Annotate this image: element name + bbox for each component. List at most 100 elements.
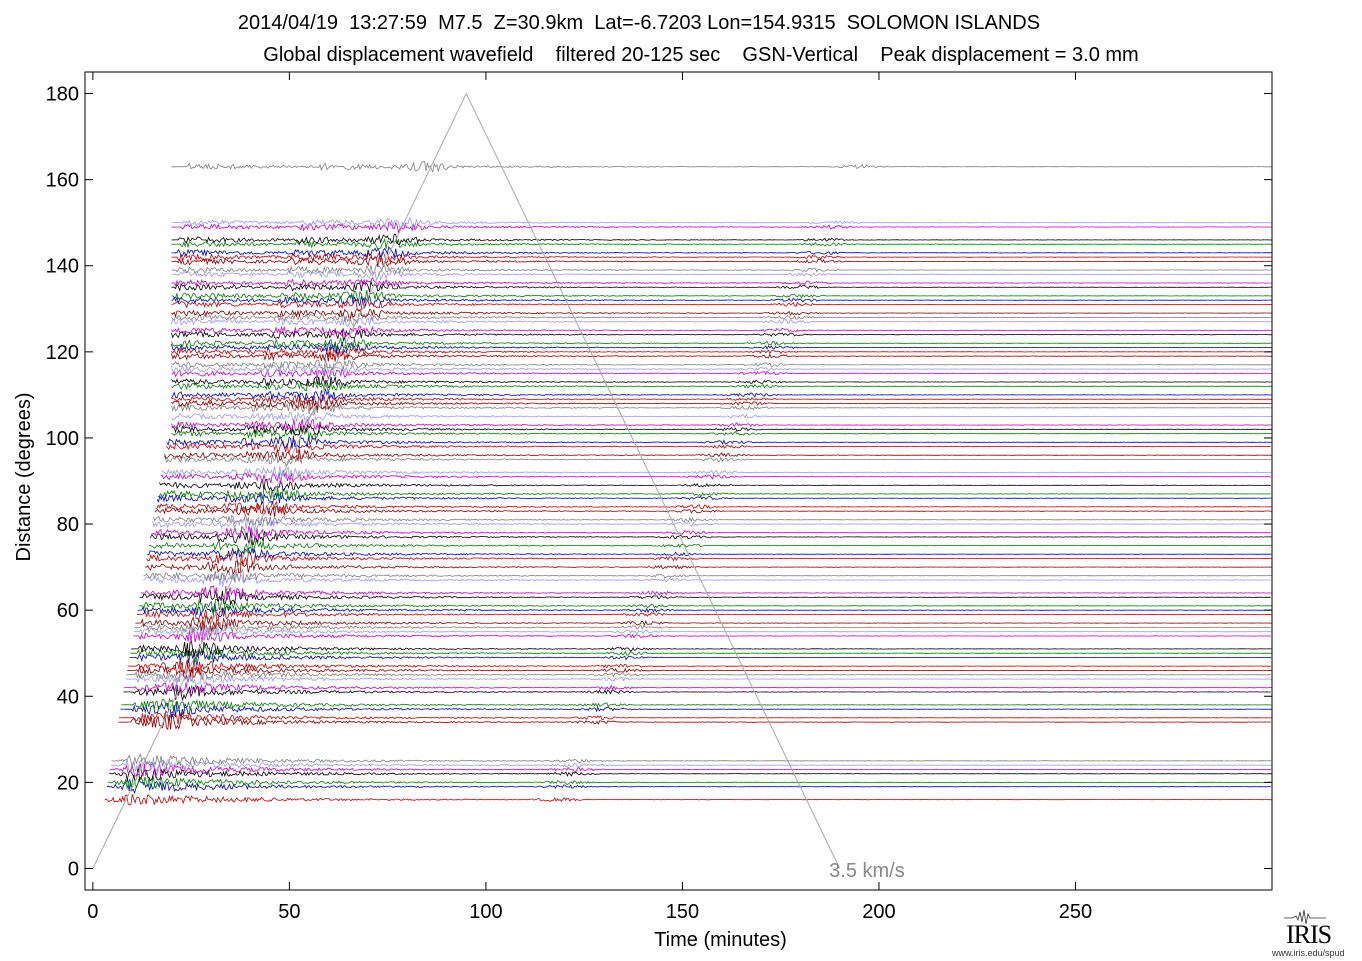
- x-tick-label: 150: [666, 901, 699, 923]
- y-tick-label: 0: [68, 858, 79, 880]
- y-tick-label: 100: [46, 428, 79, 450]
- y-tick-label: 120: [46, 342, 79, 364]
- seismic-trace: [171, 362, 1273, 375]
- seismic-trace: [171, 341, 1273, 354]
- seismic-trace: [139, 589, 1271, 606]
- logo-text: IRIS: [1286, 920, 1332, 949]
- seismic-trace: [145, 560, 1272, 575]
- seismic-trace: [136, 607, 1272, 622]
- seismic-trace: [120, 700, 1272, 719]
- seismic-trace: [171, 346, 1273, 358]
- y-tick-label: 60: [57, 600, 79, 622]
- seismic-trace: [126, 668, 1272, 683]
- chart-subtitle: Global displacement wavefield filtered 2…: [263, 44, 1139, 66]
- seismic-trace: [110, 757, 1272, 774]
- seismic-trace: [123, 684, 1271, 702]
- seismic-trace: [171, 328, 1272, 342]
- seismic-trace: [171, 233, 1273, 246]
- seismic-trace: [171, 295, 1273, 307]
- logo-url: www.iris.edu/spud: [1272, 948, 1345, 958]
- seismic-trace: [148, 538, 1272, 554]
- seismic-trace: [130, 640, 1272, 658]
- seismic-trace: [171, 263, 1272, 275]
- seismic-trace: [133, 625, 1272, 641]
- seismic-trace: [171, 289, 1273, 303]
- iris-logo: [1270, 906, 1358, 960]
- seismic-trace: [160, 470, 1271, 484]
- seismic-trace: [171, 217, 1273, 228]
- seismic-trace: [164, 449, 1272, 462]
- seismic-trace: [104, 794, 1272, 806]
- reference-line-label: 3.5 km/s: [829, 860, 905, 882]
- seismic-trace: [171, 359, 1273, 371]
- seismic-trace: [128, 658, 1272, 675]
- seismic-trace: [171, 221, 1273, 234]
- seismic-trace: [135, 614, 1272, 633]
- seismic-trace: [130, 645, 1273, 663]
- seismic-trace: [171, 237, 1273, 250]
- x-tick-label: 250: [1059, 901, 1092, 923]
- x-axis-label: Time (minutes): [654, 929, 787, 951]
- seismic-trace: [150, 529, 1272, 545]
- seismic-trace: [171, 380, 1272, 394]
- y-axis-label: Distance (degrees): [13, 393, 35, 562]
- seismic-trace: [171, 255, 1273, 268]
- seismic-trace: [171, 325, 1273, 337]
- seismic-trace: [155, 500, 1272, 515]
- seismic-trace: [171, 427, 1272, 440]
- seismic-trace: [171, 401, 1272, 415]
- seismic-trace: [171, 297, 1273, 311]
- seismic-trace: [171, 316, 1273, 328]
- seismic-trace: [171, 423, 1273, 436]
- chart-title: 2014/04/19 13:27:59 M7.5 Z=30.9km Lat=-6…: [237, 12, 1041, 34]
- seismic-trace: [125, 670, 1272, 687]
- seismic-trace: [140, 585, 1272, 600]
- seismic-trace: [129, 648, 1272, 666]
- y-tick-label: 140: [46, 256, 79, 278]
- seismic-trace: [171, 367, 1273, 381]
- seismic-trace: [171, 375, 1272, 389]
- plot-frame: [84, 71, 1273, 891]
- y-tick-label: 20: [57, 772, 79, 794]
- seismic-trace: [171, 161, 1272, 173]
- seismic-trace: [106, 778, 1271, 795]
- x-tick-label: 200: [862, 901, 895, 923]
- seismic-trace: [143, 568, 1272, 584]
- seismic-trace: [171, 418, 1272, 431]
- seismic-trace: [165, 439, 1271, 455]
- seismic-trace: [138, 598, 1273, 615]
- seismic-trace: [109, 766, 1272, 782]
- seismic-trace: [118, 712, 1272, 731]
- seismic-trace: [121, 697, 1272, 713]
- seismic-trace: [156, 491, 1272, 506]
- seismic-trace: [171, 394, 1272, 406]
- seismic-trace: [171, 350, 1272, 362]
- seismic-trace: [107, 774, 1272, 790]
- seismic-trace: [171, 280, 1273, 293]
- seismic-trace: [134, 619, 1272, 636]
- seismic-trace: [163, 453, 1272, 468]
- seismogram-logo-icon: [1284, 909, 1326, 925]
- y-tick-label: 180: [46, 84, 79, 106]
- seismic-trace: [137, 602, 1272, 618]
- seismic-trace: [171, 269, 1272, 282]
- x-tick-label: 0: [87, 901, 98, 923]
- seismic-trace: [166, 435, 1272, 449]
- seismic-trace: [171, 336, 1273, 350]
- seismic-trace: [171, 411, 1273, 422]
- seismic-trace: [171, 387, 1273, 402]
- seismic-trace: [153, 514, 1272, 527]
- seismic-trace: [171, 396, 1273, 411]
- seismic-trace: [150, 525, 1271, 540]
- seismic-trace: [152, 516, 1272, 532]
- reference-velocity-line: [92, 92, 841, 869]
- x-tick-label: 50: [278, 901, 300, 923]
- seismic-trace: [171, 251, 1273, 264]
- seismic-trace: [142, 572, 1271, 588]
- y-tick-label: 160: [46, 170, 79, 192]
- seismic-trace: [161, 465, 1272, 480]
- x-tick-label: 100: [469, 901, 502, 923]
- seismic-trace: [171, 311, 1273, 325]
- seismic-trace: [147, 546, 1272, 560]
- seismic-trace: [111, 752, 1272, 769]
